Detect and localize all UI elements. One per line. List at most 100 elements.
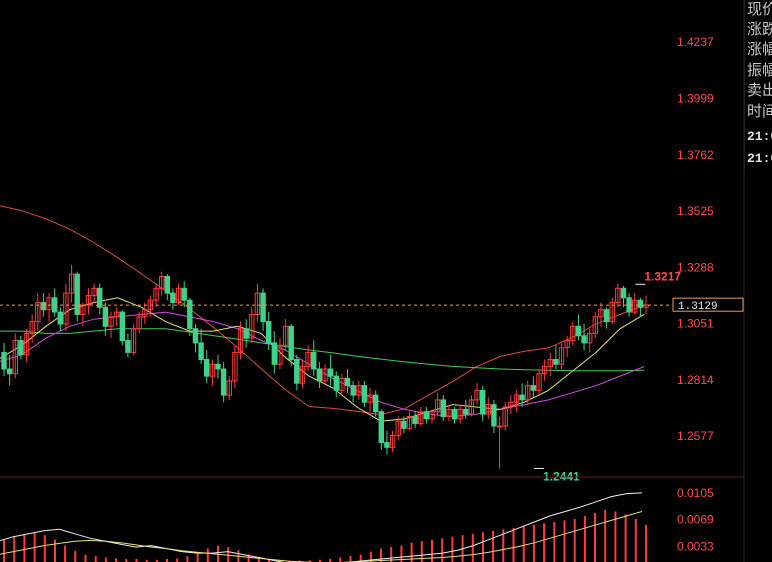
candle bbox=[536, 369, 542, 396]
candle bbox=[243, 319, 249, 348]
candle-body bbox=[6, 368, 13, 375]
candle bbox=[108, 312, 114, 339]
candle-body bbox=[91, 287, 97, 296]
candle-body bbox=[564, 340, 570, 349]
candle-body bbox=[463, 408, 469, 415]
candle-body bbox=[294, 359, 300, 384]
candle-body bbox=[525, 385, 531, 401]
price-tick-label: 1.3288 bbox=[677, 260, 714, 274]
candle bbox=[637, 297, 644, 317]
candle bbox=[496, 416, 503, 469]
candle-body bbox=[113, 311, 120, 318]
candle-body bbox=[204, 359, 210, 377]
price-pane: 1.3129 1.3217 1.2441 bbox=[0, 205, 744, 483]
candle-body bbox=[429, 411, 435, 420]
candle bbox=[547, 352, 553, 377]
info-time-1: 21:0 bbox=[747, 129, 772, 144]
candle bbox=[91, 283, 97, 303]
candle bbox=[446, 404, 452, 422]
candle bbox=[632, 293, 638, 315]
candle bbox=[198, 328, 204, 365]
candle-body bbox=[125, 340, 131, 353]
candle bbox=[350, 380, 356, 403]
candle-body bbox=[299, 366, 306, 384]
price-tick-label: 1.4237 bbox=[677, 35, 714, 49]
candle-body bbox=[74, 273, 80, 315]
candle-body bbox=[159, 276, 165, 289]
info-time-2: 21:0 bbox=[747, 151, 772, 166]
candle-body bbox=[1, 351, 7, 370]
candle-body bbox=[558, 347, 565, 365]
candle bbox=[6, 354, 13, 386]
candle bbox=[457, 404, 463, 424]
candle-body bbox=[344, 378, 351, 387]
info-label-change: 涨跌 bbox=[747, 20, 772, 38]
candle bbox=[311, 340, 317, 377]
candle bbox=[451, 406, 458, 424]
candle-body bbox=[536, 373, 542, 391]
candle-body bbox=[474, 389, 480, 401]
candle bbox=[406, 411, 413, 431]
candle bbox=[558, 342, 565, 370]
candle-body bbox=[620, 287, 627, 299]
candle bbox=[113, 307, 120, 327]
candle-body bbox=[637, 299, 644, 308]
candle bbox=[254, 283, 261, 322]
candle bbox=[361, 380, 368, 407]
candle-body bbox=[237, 328, 244, 353]
candle bbox=[598, 302, 604, 327]
candle-body bbox=[378, 411, 385, 444]
candle bbox=[423, 406, 430, 424]
candle-body bbox=[260, 292, 266, 323]
candle bbox=[187, 297, 193, 336]
candle-body bbox=[457, 408, 463, 420]
candle-body bbox=[277, 344, 283, 365]
candle-body bbox=[57, 311, 63, 325]
candle-body bbox=[164, 276, 171, 294]
high-marker-label: 1.3217 bbox=[644, 269, 681, 283]
candle-body bbox=[541, 366, 548, 375]
candle-body bbox=[508, 401, 514, 408]
candle-body bbox=[243, 328, 249, 339]
candle-body bbox=[136, 316, 142, 330]
candle-body bbox=[502, 406, 508, 427]
candle-body bbox=[23, 332, 30, 356]
candle-body bbox=[249, 313, 255, 339]
info-label-ask: 卖出 bbox=[747, 81, 772, 99]
candle-body bbox=[468, 399, 475, 415]
candle bbox=[463, 399, 469, 419]
candle-body bbox=[480, 389, 486, 415]
candle bbox=[288, 323, 294, 367]
candle-body bbox=[327, 368, 334, 377]
candle bbox=[209, 359, 216, 386]
candle bbox=[609, 297, 615, 324]
candle-body bbox=[333, 375, 340, 391]
candle-body bbox=[632, 299, 638, 313]
candle-body bbox=[406, 416, 413, 429]
candle-body bbox=[232, 351, 238, 382]
candle bbox=[215, 354, 221, 379]
candle bbox=[170, 288, 176, 310]
candle bbox=[85, 288, 92, 315]
candle-body bbox=[581, 335, 587, 344]
candle-body bbox=[389, 435, 396, 448]
candle bbox=[620, 285, 627, 308]
candle-body bbox=[254, 292, 261, 316]
candle bbox=[519, 383, 525, 407]
candle-body bbox=[575, 325, 582, 337]
candle bbox=[18, 335, 24, 360]
candle bbox=[299, 359, 306, 389]
candle-body bbox=[434, 399, 441, 413]
candle bbox=[339, 373, 345, 396]
candle-body bbox=[311, 351, 317, 370]
candle-body bbox=[322, 368, 328, 382]
candle bbox=[401, 416, 407, 434]
candle bbox=[294, 354, 300, 391]
candle bbox=[175, 283, 182, 305]
candle bbox=[367, 388, 373, 412]
candle-body bbox=[153, 287, 159, 301]
candle-body bbox=[519, 394, 525, 401]
candle bbox=[378, 409, 385, 450]
candle bbox=[384, 430, 390, 455]
